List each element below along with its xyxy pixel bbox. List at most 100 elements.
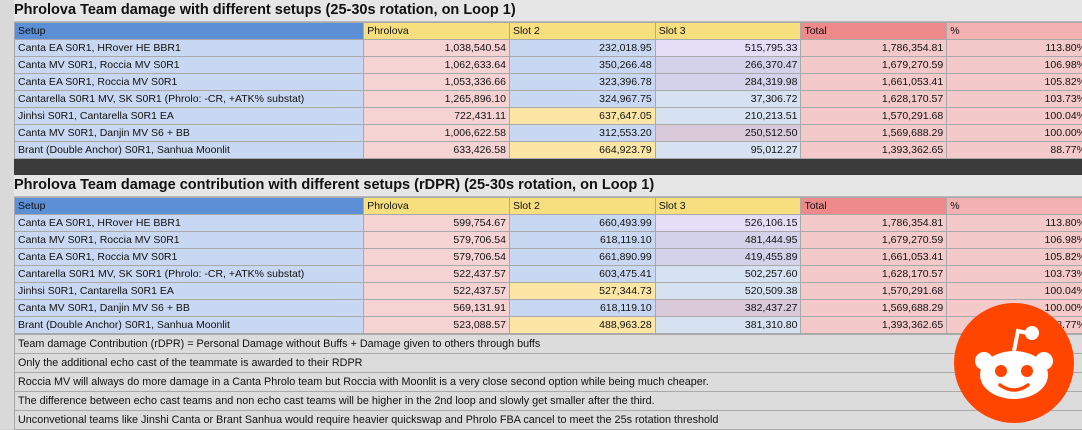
setup-cell: Jinhsi S0R1, Cantarella S0R1 EA	[15, 108, 364, 125]
header-phrolova: Phrolova	[364, 198, 510, 215]
table-row: Brant (Double Anchor) S0R1, Sanhua Moonl…	[15, 142, 1082, 159]
table1-title: Phrolova Team damage with different setu…	[0, 0, 1082, 21]
table-row: Cantarella S0R1 MV, SK S0R1 (Phrolo: -CR…	[15, 266, 1082, 283]
header-percent: %	[947, 23, 1082, 40]
percent-cell: 106.98%	[947, 57, 1082, 74]
setup-cell: Canta MV S0R1, Danjin MV S6 + BB	[15, 125, 364, 142]
total-cell: 1,393,362.65	[801, 142, 947, 159]
slot3-cell: 284,319.98	[655, 74, 801, 91]
phrolova-cell: 633,426.58	[364, 142, 510, 159]
table2-title-band: Phrolova Team damage contribution with d…	[0, 175, 1082, 197]
notes-section: Team damage Contribution (rDPR) = Person…	[14, 334, 1082, 430]
percent-cell: 113.80%	[947, 40, 1082, 57]
phrolova-cell: 1,053,336.66	[364, 74, 510, 91]
reddit-logo	[954, 303, 1074, 423]
percent-cell: 100.00%	[947, 125, 1082, 142]
phrolova-cell: 599,754.67	[364, 215, 510, 232]
slot2-cell: 488,963.28	[509, 317, 655, 334]
total-cell: 1,786,354.81	[801, 215, 947, 232]
phrolova-cell: 569,131.91	[364, 300, 510, 317]
total-cell: 1,661,053.41	[801, 74, 947, 91]
phrolova-cell: 1,006,622.58	[364, 125, 510, 142]
header-slot2: Slot 2	[509, 198, 655, 215]
slot3-cell: 266,370.47	[655, 57, 801, 74]
slot2-cell: 232,018.95	[509, 40, 655, 57]
table1: Setup Phrolova Slot 2 Slot 3 Total % Can…	[14, 22, 1082, 159]
setup-cell: Canta EA S0R1, Roccia MV S0R1	[15, 249, 364, 266]
slot3-cell: 250,512.50	[655, 125, 801, 142]
percent-cell: 105.82%	[947, 249, 1082, 266]
total-cell: 1,786,354.81	[801, 40, 947, 57]
percent-cell: 105.82%	[947, 74, 1082, 91]
note-row: Unconvetional teams like Jinshi Canta or…	[14, 411, 1082, 430]
phrolova-cell: 722,431.11	[364, 108, 510, 125]
slot3-cell: 37,306.72	[655, 91, 801, 108]
slot2-cell: 664,923.79	[509, 142, 655, 159]
section-separator	[0, 159, 1082, 175]
phrolova-cell: 579,706.54	[364, 249, 510, 266]
setup-cell: Canta MV S0R1, Roccia MV S0R1	[15, 232, 364, 249]
table2-header-row: Setup Phrolova Slot 2 Slot 3 Total %	[15, 198, 1082, 215]
header-percent: %	[947, 198, 1082, 215]
total-cell: 1,661,053.41	[801, 249, 947, 266]
slot2-cell: 603,475.41	[509, 266, 655, 283]
header-slot3: Slot 3	[655, 198, 801, 215]
total-cell: 1,679,270.59	[801, 232, 947, 249]
table-row: Cantarella S0R1 MV, SK S0R1 (Phrolo: -CR…	[15, 91, 1082, 108]
phrolova-cell: 1,265,896.10	[364, 91, 510, 108]
total-cell: 1,679,270.59	[801, 57, 947, 74]
slot2-cell: 323,396.78	[509, 74, 655, 91]
table1-header-row: Setup Phrolova Slot 2 Slot 3 Total %	[15, 23, 1082, 40]
setup-cell: Canta MV S0R1, Roccia MV S0R1	[15, 57, 364, 74]
setup-cell: Canta EA S0R1, HRover HE BBR1	[15, 40, 364, 57]
reddit-snoo-icon	[954, 303, 1074, 423]
header-total: Total	[801, 198, 947, 215]
phrolova-cell: 522,437.57	[364, 266, 510, 283]
slot3-cell: 526,106.15	[655, 215, 801, 232]
header-phrolova: Phrolova	[364, 23, 510, 40]
percent-cell: 100.04%	[947, 108, 1082, 125]
table2: Setup Phrolova Slot 2 Slot 3 Total % Can…	[14, 197, 1082, 334]
header-slot2: Slot 2	[509, 23, 655, 40]
setup-cell: Cantarella S0R1 MV, SK S0R1 (Phrolo: -CR…	[15, 91, 364, 108]
setup-cell: Cantarella S0R1 MV, SK S0R1 (Phrolo: -CR…	[15, 266, 364, 283]
header-setup: Setup	[15, 23, 364, 40]
note-row: Team damage Contribution (rDPR) = Person…	[14, 334, 1082, 354]
total-cell: 1,628,170.57	[801, 91, 947, 108]
slot2-cell: 527,344.73	[509, 283, 655, 300]
total-cell: 1,570,291.68	[801, 108, 947, 125]
header-slot3: Slot 3	[655, 23, 801, 40]
slot2-cell: 661,890.99	[509, 249, 655, 266]
slot2-cell: 312,553.20	[509, 125, 655, 142]
slot3-cell: 381,310.80	[655, 317, 801, 334]
slot3-cell: 419,455.89	[655, 249, 801, 266]
note-row: Roccia MV will always do more damage in …	[14, 373, 1082, 392]
slot2-cell: 324,967.75	[509, 91, 655, 108]
slot2-cell: 660,493.99	[509, 215, 655, 232]
setup-cell: Canta MV S0R1, Danjin MV S6 + BB	[15, 300, 364, 317]
total-cell: 1,393,362.65	[801, 317, 947, 334]
slot3-cell: 95,012.27	[655, 142, 801, 159]
total-cell: 1,569,688.29	[801, 125, 947, 142]
slot2-cell: 637,647.05	[509, 108, 655, 125]
percent-cell: 88.77%	[947, 142, 1082, 159]
slot3-cell: 502,257.60	[655, 266, 801, 283]
percent-cell: 113.80%	[947, 215, 1082, 232]
slot2-cell: 618,119.10	[509, 300, 655, 317]
percent-cell: 103.73%	[947, 266, 1082, 283]
phrolova-cell: 1,038,540.54	[364, 40, 510, 57]
setup-cell: Canta EA S0R1, HRover HE BBR1	[15, 215, 364, 232]
header-total: Total	[801, 23, 947, 40]
setup-cell: Brant (Double Anchor) S0R1, Sanhua Moonl…	[15, 142, 364, 159]
phrolova-cell: 1,062,633.64	[364, 57, 510, 74]
setup-cell: Canta EA S0R1, Roccia MV S0R1	[15, 74, 364, 91]
total-cell: 1,570,291.68	[801, 283, 947, 300]
slot3-cell: 481,444.95	[655, 232, 801, 249]
